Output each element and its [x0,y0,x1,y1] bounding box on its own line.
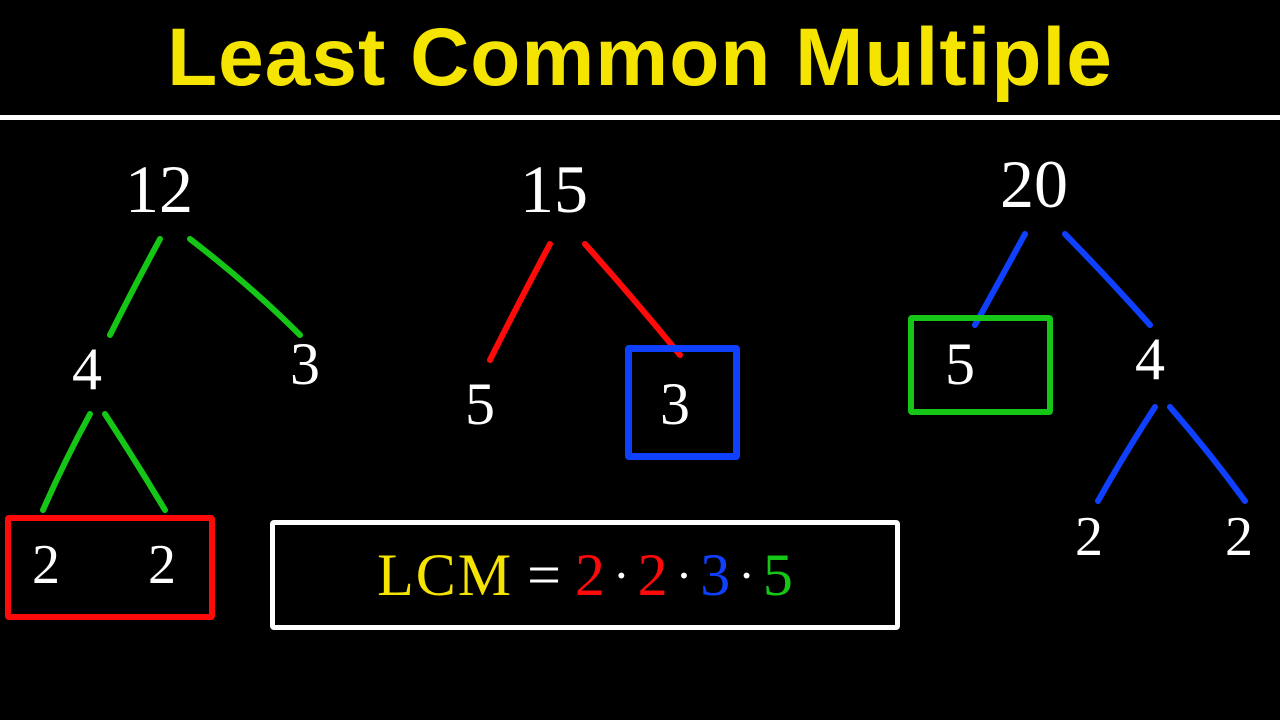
tree1-branches-top [80,235,320,345]
lcm-result-box: LCM = 2 · 2 · 3 · 5 [270,520,900,630]
lcm-factor-1: 2 [575,541,605,610]
dot-icon: · [736,546,757,604]
tree2-right: 3 [660,370,690,439]
diagram-canvas: 12 4 3 2 2 15 5 3 20 5 4 2 2 LCM = 2 · 2… [0,120,1280,720]
lcm-factor-4: 5 [763,541,803,610]
title-bar: Least Common Multiple [0,0,1280,120]
lcm-label: LCM [367,541,513,610]
tree1-leaf-right: 2 [148,533,176,597]
tree2-root: 15 [520,150,588,229]
tree1-left: 4 [72,335,102,404]
tree1-root: 12 [125,150,193,229]
page-title: Least Common Multiple [167,11,1113,105]
tree3-left: 5 [945,330,975,399]
tree1-right: 3 [290,330,320,399]
lcm-equals: = [519,541,569,610]
tree1-branches-bot [25,410,205,520]
tree3-leaf-right: 2 [1225,505,1253,569]
tree3-right: 4 [1135,325,1165,394]
tree3-root: 20 [1000,145,1068,224]
lcm-factor-2: 2 [638,541,668,610]
dot-icon: · [674,546,695,604]
tree3-leaf-left: 2 [1075,505,1103,569]
tree1-leaf-left: 2 [32,533,60,597]
tree2-left: 5 [465,370,495,439]
lcm-factor-3: 3 [700,541,730,610]
dot-icon: · [611,546,632,604]
tree3-branches-bot [1080,403,1270,513]
tree3-left-box [908,315,1053,415]
